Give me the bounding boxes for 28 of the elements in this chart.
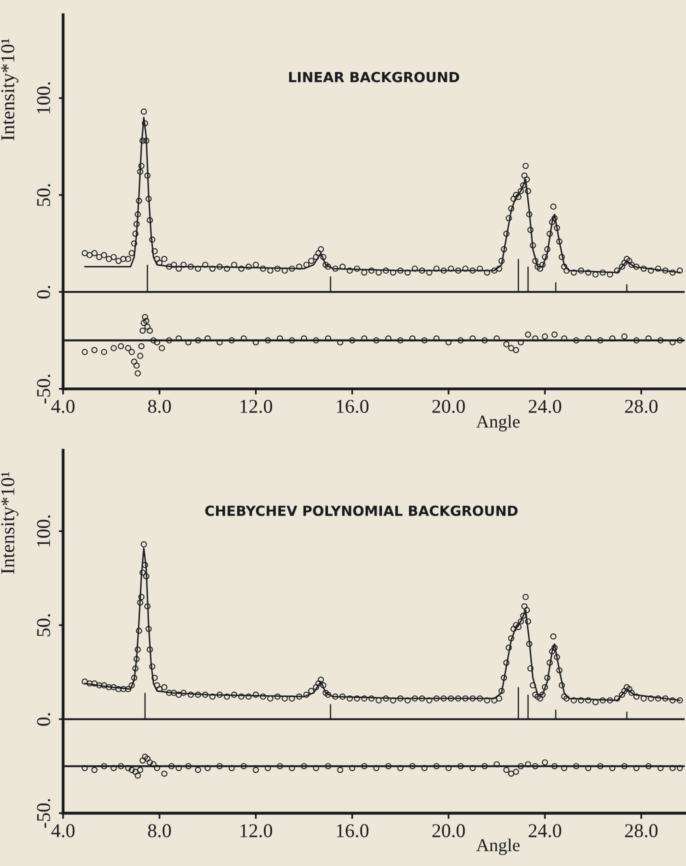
y-tick-label: 50. bbox=[37, 614, 50, 636]
x-tick-label: 20.0 bbox=[432, 400, 465, 414]
y-tick-label: 100. bbox=[37, 82, 50, 114]
y-tick-label: 0. bbox=[37, 286, 50, 298]
x-tick-label: 20.0 bbox=[432, 824, 465, 838]
y-tick-label: 0. bbox=[37, 713, 50, 726]
y-axis-title: Intensity*10¹ bbox=[1, 472, 18, 574]
annotation: LINEAR BACKGROUND bbox=[289, 72, 460, 82]
x-tick-label: 12.0 bbox=[240, 824, 272, 838]
x-tick-label: 28.0 bbox=[625, 400, 658, 414]
x-tick-label: 8.0 bbox=[148, 400, 171, 414]
x-tick-label: 16.0 bbox=[336, 400, 368, 414]
y-tick-label: 100. bbox=[37, 515, 50, 546]
x-tick-label: 12.0 bbox=[240, 400, 272, 414]
x-tick-label: 24.0 bbox=[528, 400, 562, 414]
y-tick-label: -50. bbox=[37, 799, 50, 828]
y-tick-label: -50. bbox=[37, 374, 50, 404]
annotation: CHEBYCHEV POLYNOMIAL BACKGROUND bbox=[205, 506, 518, 516]
y-tick-label: 50. bbox=[37, 184, 50, 206]
x-axis-title: Angle bbox=[476, 838, 520, 855]
y-axis-title: Intensity*10¹ bbox=[1, 38, 18, 140]
x-tick-label: 16.0 bbox=[336, 824, 368, 838]
x-tick-label: 8.0 bbox=[148, 824, 171, 838]
x-axis-title: Angle bbox=[476, 415, 520, 432]
x-tick-label: 24.0 bbox=[528, 824, 562, 838]
x-tick-label: 4.0 bbox=[51, 400, 75, 414]
x-tick-label: 28.0 bbox=[625, 824, 658, 838]
x-tick-label: 4.0 bbox=[51, 824, 75, 838]
